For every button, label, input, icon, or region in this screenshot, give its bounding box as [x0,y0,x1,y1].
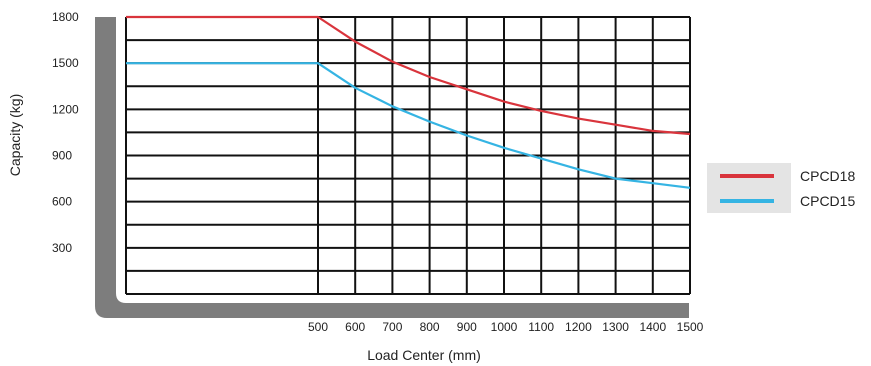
legend-label-cpcd15: CPCD15 [800,193,855,209]
y-tick-labels: 300 600 900 1200 1500 1800 [52,10,79,255]
x-tick-label: 500 [308,320,328,334]
y-tick-label: 1200 [52,102,79,116]
x-tick-label: 1300 [602,320,629,334]
legend: CPCD18 CPCD15 [707,163,855,213]
series-line-cpcd18 [126,15,691,136]
x-tick-label: 600 [345,320,365,334]
legend-label-cpcd18: CPCD18 [800,168,855,184]
x-tick-label: 1100 [528,320,554,334]
x-tick-label: 800 [420,320,440,334]
x-tick-labels: 500 600 700 800 900 1000 1100 1200 1300 1400 1500 [308,320,704,334]
y-axis-title: Capacity (kg) [7,94,23,176]
x-tick-label: 900 [457,320,477,334]
y-tick-label: 600 [52,195,72,209]
y-tick-label: 900 [52,149,72,163]
y-tick-label: 1500 [52,56,79,70]
x-tick-label: 1400 [639,320,666,334]
x-tick-label: 1200 [565,320,592,334]
x-tick-label: 1000 [491,320,518,334]
series-lines [126,15,691,189]
y-tick-label: 300 [52,241,72,255]
grid [125,16,691,295]
x-axis-title: Load Center (mm) [367,347,481,363]
legend-box [707,163,791,213]
x-tick-label: 700 [382,320,402,334]
x-tick-label: 1500 [677,320,704,334]
series-line-cpcd15 [126,62,691,189]
y-tick-label: 1800 [52,10,79,24]
